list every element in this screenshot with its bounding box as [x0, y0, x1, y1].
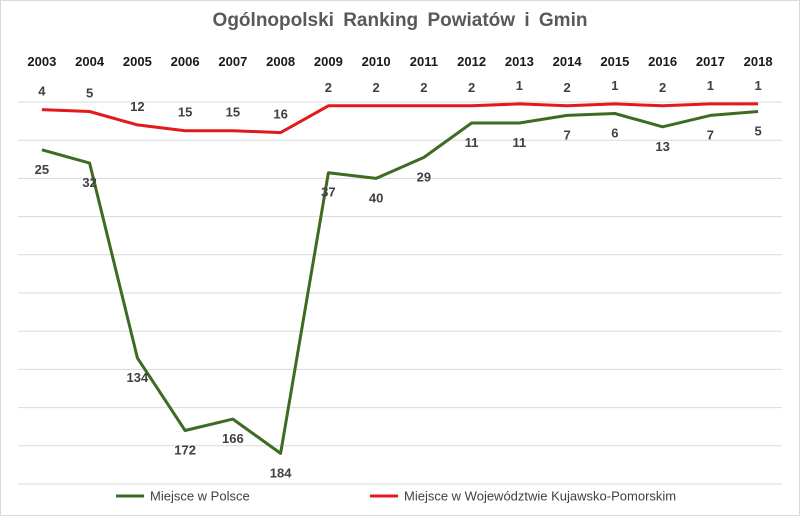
data-label: 184 — [270, 465, 292, 480]
data-label: 15 — [178, 105, 192, 120]
x-tick-label: 2008 — [266, 54, 295, 69]
data-label: 5 — [755, 124, 762, 139]
data-label: 4 — [38, 84, 46, 99]
legend: Miejsce w Polsce Miejsce w Województwie K… — [116, 489, 676, 504]
x-tick-label: 2015 — [600, 54, 629, 69]
data-label: 7 — [707, 127, 714, 142]
x-tick-label: 2009 — [314, 54, 343, 69]
series-lines — [41, 102, 759, 455]
data-label: 6 — [611, 125, 618, 140]
x-tick-label: 2005 — [123, 54, 152, 69]
x-tick-label: 2011 — [410, 54, 438, 69]
x-tick-label: 2012 — [457, 54, 486, 69]
data-label: 1 — [516, 78, 523, 93]
series-line-1 — [41, 110, 759, 455]
data-label: 2 — [659, 80, 666, 95]
data-label: 134 — [127, 370, 149, 385]
legend-label: Miejsce w Polsce — [150, 489, 250, 504]
x-tick-label: 2007 — [218, 54, 247, 69]
data-label: 5 — [86, 86, 93, 101]
data-label: 12 — [130, 99, 144, 114]
x-tick-label: 2004 — [75, 54, 105, 69]
data-label: 2 — [564, 80, 571, 95]
data-label: 1 — [611, 78, 618, 93]
data-label: 29 — [417, 169, 431, 184]
chart-title: Ogólnopolski Ranking Powiatów i Gmin — [212, 10, 588, 31]
data-label: 13 — [655, 139, 669, 154]
data-label: 166 — [222, 431, 244, 446]
data-label: 11 — [465, 135, 479, 150]
x-axis-tick-labels: 2003 2004 2005 2006 2007 2008 2009 2010 2011 2012… — [27, 54, 772, 69]
x-tick-label: 2014 — [553, 54, 583, 69]
x-tick-label: 2010 — [362, 54, 391, 69]
data-label: 1 — [755, 78, 762, 93]
data-label: 7 — [564, 127, 571, 142]
data-label: 2 — [420, 80, 427, 95]
x-tick-label: 2013 — [505, 54, 534, 69]
x-tick-label: 2016 — [648, 54, 677, 69]
data-label: 1 — [707, 78, 714, 93]
series-line-2 — [41, 102, 759, 135]
x-tick-label: 2017 — [696, 54, 725, 69]
data-label: 2 — [468, 80, 475, 95]
x-tick-label: 2006 — [171, 54, 200, 69]
data-label: 172 — [174, 443, 196, 458]
legend-label: Miejsce w Województwie Kujawsko-Pomorski… — [404, 489, 676, 504]
data-label: 15 — [226, 105, 240, 120]
gridlines — [18, 101, 782, 485]
x-tick-label: 2003 — [27, 54, 56, 69]
x-tick-label: 2018 — [744, 54, 773, 69]
data-label: 32 — [82, 175, 96, 190]
data-label: 40 — [369, 190, 383, 205]
data-label: 2 — [325, 80, 332, 95]
data-label: 11 — [513, 135, 527, 150]
data-label: 16 — [273, 107, 287, 122]
data-label: 2 — [373, 80, 380, 95]
data-label: 37 — [321, 185, 335, 200]
data-label: 25 — [35, 162, 49, 177]
